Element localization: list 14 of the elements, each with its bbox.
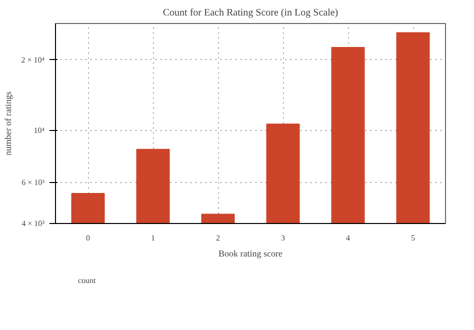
x-tick-label: 4 bbox=[346, 234, 350, 242]
y-tick-label: 4 × 10³ bbox=[22, 219, 46, 228]
y-tick-label: 6 × 10³ bbox=[22, 178, 46, 187]
y-tick-label: 10⁴ bbox=[34, 126, 45, 135]
x-tick-label: 1 bbox=[151, 234, 155, 242]
x-tick-label: 2 bbox=[216, 234, 220, 242]
chart-title: Count for Each Rating Score (in Log Scale) bbox=[162, 8, 338, 18]
text: count bbox=[78, 276, 97, 285]
y-tick-label: 2 × 10⁴ bbox=[21, 55, 45, 64]
x-tick-label: 5 bbox=[411, 234, 415, 242]
x-axis-title: Book rating score bbox=[218, 248, 282, 258]
x-tick-label: 3 bbox=[281, 234, 285, 242]
x-tick-label: 0 bbox=[86, 234, 90, 242]
y-axis-title: number of ratings bbox=[3, 91, 14, 156]
